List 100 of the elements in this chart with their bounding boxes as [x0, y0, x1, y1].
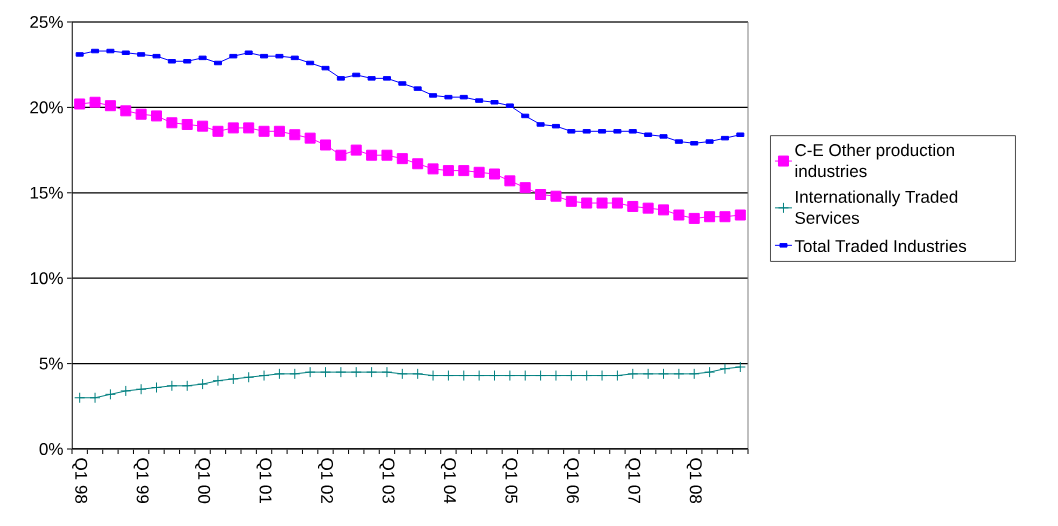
- point: [658, 204, 669, 216]
- x-tick-label: Q1 03: [379, 458, 395, 504]
- point: [89, 96, 101, 108]
- point: [273, 125, 285, 137]
- point: [581, 197, 593, 209]
- point: [104, 388, 116, 400]
- point: [227, 122, 239, 134]
- point: [258, 125, 270, 137]
- point: [489, 370, 500, 382]
- point: [304, 366, 316, 378]
- point: [289, 129, 301, 141]
- point: [396, 368, 408, 380]
- legend-label: Total Traded Industries: [794, 239, 967, 253]
- y-tick-label: 0%: [39, 442, 63, 456]
- point: [519, 370, 531, 382]
- point: [688, 368, 700, 380]
- point: [734, 209, 746, 221]
- point: [734, 361, 746, 373]
- point: [688, 212, 700, 224]
- point: [489, 168, 500, 180]
- point: [212, 125, 224, 137]
- point: [320, 366, 331, 378]
- point: [350, 144, 362, 156]
- y-tick-label: 15%: [30, 186, 63, 199]
- point: [658, 368, 669, 380]
- point: [166, 117, 178, 129]
- x-tick-label: Q1 04: [440, 458, 456, 504]
- point: [335, 366, 347, 378]
- point: [550, 190, 562, 202]
- point: [611, 370, 623, 382]
- point: [350, 366, 362, 378]
- point: [473, 166, 485, 178]
- point: [273, 368, 285, 380]
- x-tick-label: Q1 06: [563, 458, 579, 504]
- point: [197, 378, 209, 390]
- point: [504, 370, 516, 382]
- point: [458, 370, 470, 382]
- point: [135, 108, 147, 120]
- point: [673, 368, 685, 380]
- point: [412, 368, 424, 380]
- point: [381, 149, 393, 161]
- point: [243, 122, 255, 134]
- point: [535, 370, 547, 382]
- point: [74, 98, 86, 110]
- x-tick-label: Q1 01: [256, 458, 272, 503]
- point: [212, 375, 224, 387]
- point: [74, 392, 86, 404]
- point: [89, 392, 101, 404]
- point: [289, 368, 301, 380]
- legend-label: C-E Other production industries: [795, 143, 954, 178]
- point: [504, 175, 516, 187]
- point: [596, 197, 608, 209]
- point: [181, 380, 193, 392]
- x-tick-label: Q1 08: [686, 458, 702, 504]
- point: [197, 120, 209, 132]
- x-tick-label: Q1 98: [72, 458, 88, 504]
- x-tick-label: Q1 07: [625, 458, 641, 503]
- point: [258, 370, 270, 382]
- point: [320, 139, 331, 151]
- point: [458, 165, 470, 177]
- point: [642, 202, 654, 214]
- point: [550, 370, 562, 382]
- point: [120, 105, 132, 117]
- point: [366, 149, 378, 161]
- point: [396, 153, 408, 165]
- point: [565, 370, 577, 382]
- point: [535, 189, 547, 200]
- y-tick-label: 10%: [30, 272, 63, 285]
- point: [673, 209, 685, 221]
- point: [412, 158, 424, 170]
- x-tick-label: Q1 02: [317, 458, 334, 503]
- point: [166, 380, 178, 392]
- point: [627, 200, 639, 212]
- point: [135, 383, 147, 395]
- point: [611, 197, 623, 209]
- point: [581, 370, 593, 382]
- point: [719, 211, 731, 223]
- legend-label: Internationally Traded Services: [795, 190, 958, 224]
- x-tick-label: Q1 05: [502, 458, 518, 504]
- point: [596, 370, 608, 382]
- y-tick-label: 5%: [39, 357, 63, 370]
- point: [366, 366, 378, 378]
- point: [304, 132, 316, 144]
- point: [427, 370, 439, 382]
- point: [442, 165, 454, 177]
- point: [704, 366, 716, 378]
- point: [381, 366, 393, 378]
- point: [151, 110, 162, 122]
- point: [120, 385, 132, 397]
- x-tick-label: Q1 00: [195, 458, 211, 504]
- point: [243, 371, 255, 383]
- point: [335, 149, 347, 161]
- point: [642, 368, 654, 380]
- point: [427, 163, 439, 175]
- point: [565, 195, 577, 207]
- point: [473, 370, 485, 382]
- y-tick-label: 25%: [30, 15, 63, 29]
- point: [704, 211, 716, 223]
- point: [719, 363, 731, 375]
- x-tick-label: Q1 99: [133, 458, 149, 504]
